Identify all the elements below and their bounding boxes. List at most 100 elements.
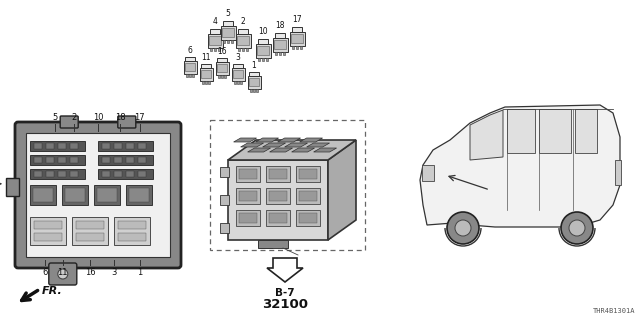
Polygon shape	[201, 70, 211, 78]
FancyBboxPatch shape	[15, 122, 181, 268]
Circle shape	[561, 212, 593, 244]
Polygon shape	[279, 52, 281, 55]
Polygon shape	[275, 52, 277, 55]
Bar	[46, 171, 54, 177]
Polygon shape	[233, 70, 243, 78]
Bar	[33, 188, 53, 202]
Polygon shape	[200, 68, 212, 81]
Bar	[114, 217, 150, 245]
Bar	[299, 191, 317, 201]
Bar	[34, 233, 62, 241]
Text: 3: 3	[111, 268, 116, 277]
Bar	[118, 233, 146, 241]
Bar	[575, 109, 597, 153]
Bar	[220, 195, 229, 205]
Polygon shape	[223, 20, 233, 26]
Bar	[114, 143, 122, 149]
Polygon shape	[248, 148, 271, 152]
Text: 18: 18	[115, 113, 125, 122]
Text: FR.: FR.	[42, 286, 63, 296]
Bar	[34, 171, 42, 177]
Polygon shape	[255, 138, 278, 142]
Circle shape	[58, 269, 68, 279]
Polygon shape	[292, 45, 294, 49]
Bar	[220, 167, 229, 177]
Bar	[34, 157, 42, 163]
Bar	[236, 188, 260, 204]
Polygon shape	[278, 138, 301, 142]
Text: 3: 3	[236, 53, 241, 62]
Polygon shape	[241, 143, 264, 147]
Polygon shape	[273, 38, 287, 52]
Polygon shape	[242, 47, 244, 51]
Polygon shape	[227, 39, 229, 43]
Text: 10: 10	[93, 113, 103, 122]
Polygon shape	[257, 46, 269, 55]
Bar	[76, 233, 104, 241]
Bar	[102, 157, 110, 163]
Polygon shape	[328, 140, 356, 240]
Bar	[296, 166, 320, 182]
Bar	[30, 141, 85, 151]
Bar	[98, 169, 153, 179]
Bar	[114, 157, 122, 163]
Polygon shape	[221, 26, 236, 39]
Bar	[266, 166, 290, 182]
Text: 18: 18	[275, 21, 285, 30]
Text: 16: 16	[217, 47, 227, 56]
Polygon shape	[314, 148, 337, 152]
Polygon shape	[250, 89, 252, 92]
Polygon shape	[275, 33, 285, 38]
Polygon shape	[218, 47, 220, 51]
Bar	[129, 188, 149, 202]
Bar	[138, 157, 146, 163]
Bar	[269, 191, 287, 201]
Polygon shape	[236, 34, 250, 47]
Bar	[258, 240, 288, 248]
Polygon shape	[266, 58, 268, 61]
Bar	[58, 171, 66, 177]
FancyBboxPatch shape	[60, 116, 78, 128]
Bar	[126, 143, 134, 149]
Polygon shape	[237, 28, 248, 34]
Polygon shape	[234, 81, 236, 84]
Polygon shape	[230, 39, 233, 43]
Polygon shape	[246, 47, 248, 51]
Polygon shape	[218, 75, 220, 78]
Text: 11: 11	[201, 53, 211, 62]
Polygon shape	[291, 34, 303, 43]
Polygon shape	[238, 47, 241, 51]
Bar	[30, 169, 85, 179]
Polygon shape	[184, 61, 196, 74]
Circle shape	[447, 212, 479, 244]
Polygon shape	[289, 32, 305, 45]
Bar	[70, 157, 78, 163]
Polygon shape	[207, 34, 223, 47]
Bar	[138, 171, 146, 177]
Bar	[70, 143, 78, 149]
Circle shape	[455, 220, 471, 236]
Polygon shape	[237, 81, 239, 84]
Bar	[239, 191, 257, 201]
Bar	[296, 188, 320, 204]
Polygon shape	[232, 68, 244, 81]
Polygon shape	[253, 89, 255, 92]
Bar	[220, 223, 229, 233]
Bar	[296, 210, 320, 226]
Polygon shape	[223, 39, 225, 43]
Polygon shape	[250, 71, 259, 76]
Bar	[118, 221, 146, 229]
Polygon shape	[470, 110, 503, 160]
Text: 5: 5	[52, 113, 58, 122]
Polygon shape	[420, 105, 620, 227]
Text: 17: 17	[134, 113, 145, 122]
Polygon shape	[214, 47, 216, 51]
Bar	[46, 143, 54, 149]
Polygon shape	[192, 74, 194, 77]
Polygon shape	[240, 81, 242, 84]
Polygon shape	[267, 258, 303, 282]
Text: 5: 5	[225, 9, 230, 18]
Text: B-7: B-7	[275, 288, 295, 298]
Bar	[126, 185, 152, 205]
Polygon shape	[307, 143, 330, 147]
